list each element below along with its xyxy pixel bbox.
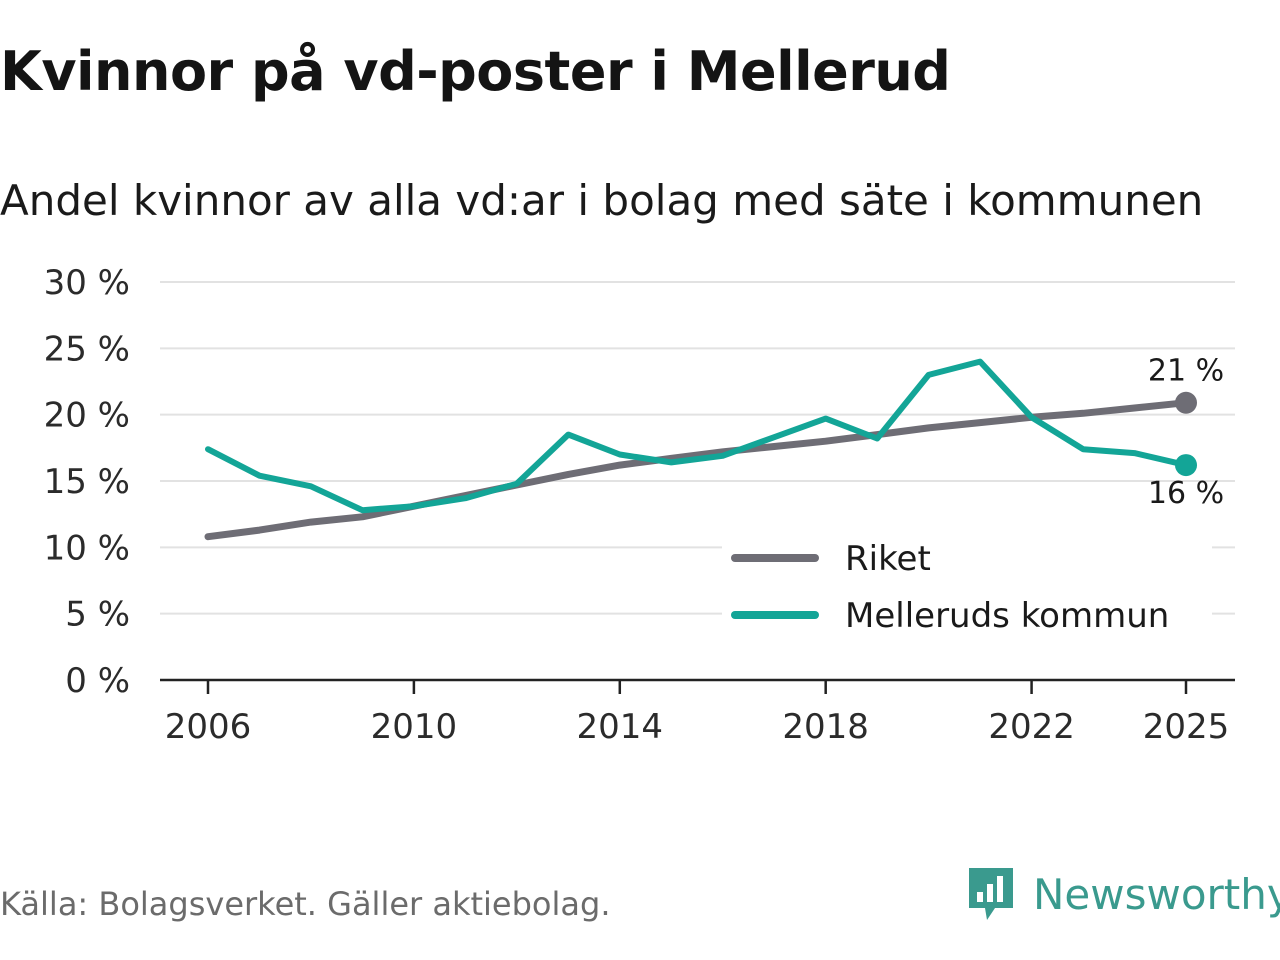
riket-end-marker [1175,391,1197,414]
riket-end-label: 21 % [1148,354,1224,389]
y-axis-ticks: 0 % 5 % 10 % 15 % 20 % 25 % 30 % [44,263,130,701]
newsworthy-logo-icon [969,868,1013,920]
melleruds-kommun-line [205,358,1189,514]
x-tick-label: 2018 [782,707,869,747]
y-tick-label: 30 % [44,263,130,303]
x-tick-label: 2006 [165,707,252,747]
end-markers: 21 % 16 % [1148,354,1224,511]
legend: Riket Melleruds kommun [722,532,1212,641]
line-chart: 0 %5 %10 %15 %20 %25 %30 % 2006 2010 2014 2… [44,263,1235,747]
source-note: Källa: Bolagsverket. Gäller aktiebolag. [0,885,611,923]
melleruds-kommun-end-label: 16 % [1148,476,1224,511]
riket-line [204,399,1190,541]
y-tick-label: 0 % [65,661,130,701]
x-axis: 2006 2010 2014 2018 2022 2025 [160,678,1235,747]
brand-logo: Newsworthy [965,864,1280,924]
x-tick-label: 2025 [1143,707,1230,747]
melleruds-kommun-end-marker [1175,454,1197,477]
brand-name: Newsworthy [1033,869,1280,919]
x-tick-label: 2010 [371,707,458,747]
legend-item-melleruds-kommun-label: Melleruds kommun [845,596,1169,636]
y-tick-label: 15 % [44,462,130,502]
y-tick-label: 25 % [44,329,130,369]
x-tick-label: 2022 [988,707,1075,747]
x-tick-label: 2014 [577,707,664,747]
series-lines [204,358,1190,541]
y-tick-label: 5 % [65,595,130,635]
legend-item-riket-label: Riket [845,539,931,579]
chart-title: Kvinnor på vd-poster i Mellerud [0,40,951,103]
chart-subtitle: Andel kvinnor av alla vd:ar i bolag med … [0,176,1204,225]
y-tick-label: 10 % [44,528,130,568]
y-tick-label: 20 % [44,396,130,436]
